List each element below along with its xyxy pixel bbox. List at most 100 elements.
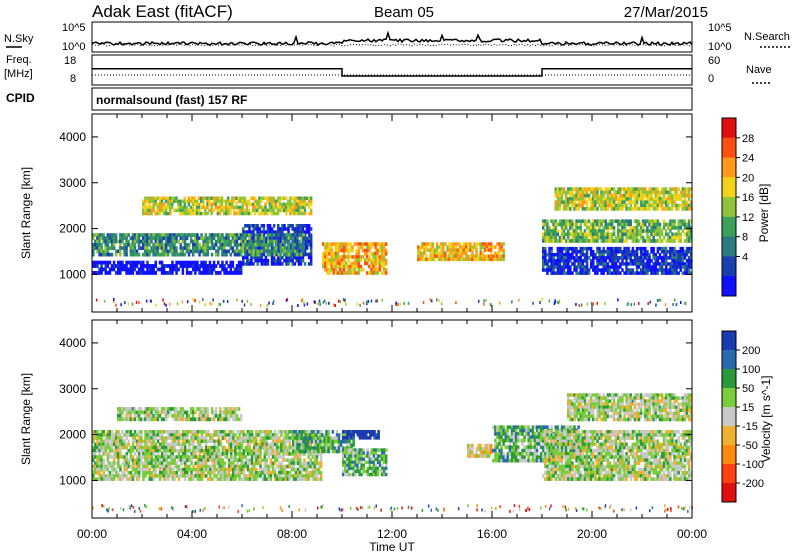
echo-cell bbox=[309, 452, 312, 456]
echo-cell bbox=[583, 222, 587, 227]
echo-cell bbox=[646, 271, 649, 275]
echo-cell bbox=[212, 208, 215, 213]
echo-cell bbox=[158, 455, 162, 459]
echo-cell bbox=[498, 254, 501, 259]
echo-cell bbox=[292, 236, 295, 241]
echo-cell bbox=[242, 452, 245, 456]
echo-cell bbox=[328, 242, 331, 246]
echo-cell bbox=[332, 271, 335, 275]
echo-cell bbox=[156, 445, 160, 450]
echo-cell bbox=[265, 448, 268, 453]
echo-cell bbox=[131, 246, 135, 250]
echo-cell bbox=[687, 268, 691, 272]
echo-cell bbox=[204, 271, 207, 275]
echo-cell bbox=[639, 235, 643, 240]
echo-cell bbox=[608, 265, 612, 269]
echo-cell bbox=[660, 200, 664, 205]
echo-cell bbox=[256, 262, 259, 266]
echo-cell bbox=[231, 271, 235, 275]
echo-cell bbox=[617, 232, 620, 237]
echo-cell bbox=[169, 267, 172, 272]
echo-cell bbox=[160, 199, 164, 204]
echo-cell bbox=[675, 187, 678, 191]
echo-cell bbox=[629, 207, 632, 211]
echo-cell bbox=[685, 259, 689, 263]
echo-cell bbox=[292, 474, 296, 478]
echo-cell bbox=[246, 433, 250, 437]
echo-cell bbox=[236, 452, 239, 456]
echo-cell bbox=[642, 200, 645, 205]
echo-cell bbox=[264, 258, 268, 263]
echo-cell bbox=[558, 222, 562, 227]
echo-cell bbox=[384, 248, 388, 253]
echo-cell bbox=[94, 442, 97, 447]
echo-cell bbox=[423, 257, 426, 262]
echo-cell bbox=[677, 235, 680, 240]
echo-cell bbox=[571, 246, 574, 251]
echo-cell bbox=[158, 448, 162, 453]
echo-cell bbox=[187, 249, 191, 254]
echo-cell bbox=[581, 203, 585, 208]
echo-cell bbox=[366, 248, 369, 253]
echo-cell bbox=[100, 433, 103, 437]
echo-cell bbox=[395, 301, 397, 305]
echo-cell bbox=[648, 190, 651, 195]
echo-cell bbox=[179, 433, 183, 437]
echo-cell bbox=[328, 245, 331, 250]
echo-cell bbox=[667, 203, 670, 208]
echo-cell bbox=[104, 436, 107, 440]
echo-cell bbox=[211, 467, 214, 472]
echo-cell bbox=[264, 211, 267, 216]
echo-cell bbox=[221, 474, 225, 478]
echo-cell bbox=[179, 205, 182, 210]
echo-cell bbox=[598, 197, 601, 201]
echo-cell bbox=[681, 256, 685, 260]
echo-cell bbox=[160, 264, 164, 268]
echo-cell bbox=[173, 199, 176, 204]
echo-cell bbox=[230, 467, 233, 472]
echo-cell bbox=[625, 253, 628, 257]
echo-cell bbox=[610, 187, 614, 191]
echo-cell bbox=[187, 252, 191, 257]
echo-cell bbox=[631, 253, 635, 257]
echo-cell bbox=[681, 271, 685, 275]
echo-cell bbox=[301, 211, 305, 216]
echo-cell bbox=[194, 260, 197, 265]
echo-cell bbox=[311, 461, 314, 466]
echo-cell bbox=[94, 239, 97, 244]
echo-cell bbox=[250, 433, 254, 437]
echo-cell bbox=[650, 246, 653, 251]
echo-cell bbox=[290, 433, 294, 437]
echo-cell bbox=[154, 464, 158, 469]
echo-cell bbox=[133, 264, 137, 268]
echo-cell bbox=[648, 197, 651, 201]
echo-cell bbox=[646, 200, 649, 205]
echo-cell bbox=[384, 242, 388, 246]
echo-cell bbox=[289, 236, 293, 241]
echo-cell bbox=[142, 243, 145, 247]
echo-cell bbox=[202, 243, 205, 247]
echo-cell bbox=[272, 211, 276, 216]
echo-cell bbox=[154, 246, 157, 250]
echo-cell bbox=[242, 464, 245, 469]
echo-cell bbox=[372, 242, 375, 246]
echo-cell bbox=[239, 267, 243, 272]
echo-cell bbox=[204, 196, 207, 200]
echo-cell bbox=[366, 242, 369, 246]
echo-cell bbox=[685, 203, 689, 208]
echo-cell bbox=[248, 249, 251, 254]
echo-cell bbox=[166, 205, 170, 210]
echo-cell bbox=[619, 229, 622, 233]
echo-cell bbox=[112, 452, 116, 456]
echo-cell bbox=[248, 227, 251, 231]
echo-cell bbox=[94, 455, 97, 459]
echo-cell bbox=[635, 232, 639, 237]
cpid-panel-frame bbox=[91, 87, 693, 111]
echo-cell bbox=[248, 258, 251, 263]
echo-cell bbox=[267, 233, 270, 237]
echo-cell bbox=[680, 301, 682, 304]
echo-cell bbox=[625, 203, 628, 208]
echo-cell bbox=[301, 474, 304, 478]
echo-cell bbox=[669, 246, 672, 251]
echo-cell bbox=[635, 229, 639, 233]
